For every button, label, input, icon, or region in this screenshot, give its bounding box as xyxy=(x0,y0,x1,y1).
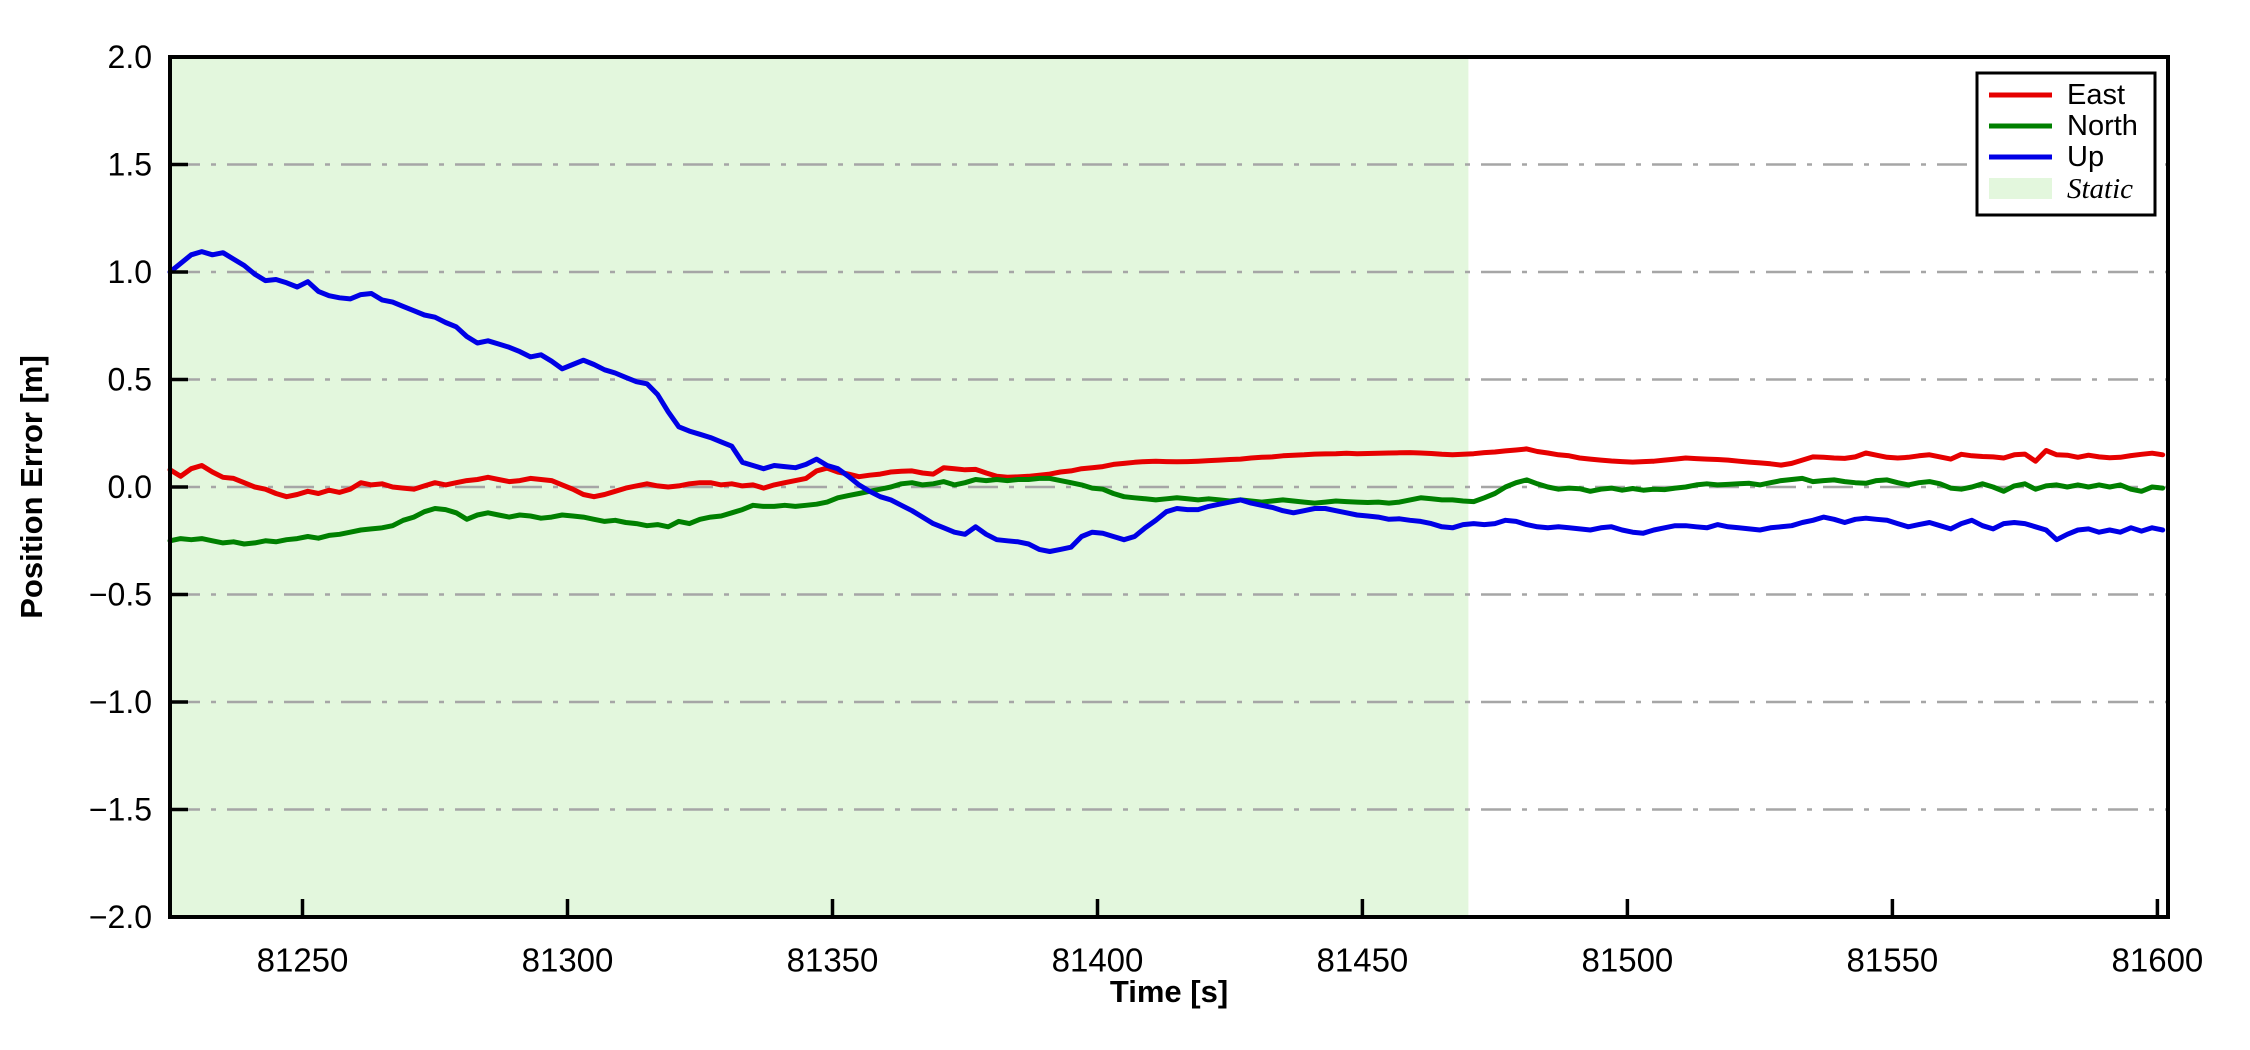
x-tick-label-3: 81400 xyxy=(1052,942,1144,979)
y-tick-label-1: 1.5 xyxy=(108,147,152,183)
y-tick-label-8: −2.0 xyxy=(89,899,152,935)
legend-label-up: Up xyxy=(2067,141,2104,173)
y-tick-label-5: −0.5 xyxy=(89,577,152,613)
legend-item-east: East xyxy=(1989,79,2125,111)
y-tick-label-6: −1.0 xyxy=(89,684,152,720)
y-axis-label: Position Error [m] xyxy=(14,355,49,619)
x-tick-label-4: 81450 xyxy=(1317,942,1409,979)
x-tick-label-0: 81250 xyxy=(257,942,349,979)
legend-item-north: North xyxy=(1989,110,2138,142)
legend-label-north: North xyxy=(2067,110,2138,142)
series-line-north xyxy=(167,475,2166,547)
y-tick-label-7: −1.5 xyxy=(89,792,152,828)
x-tick-label-1: 81300 xyxy=(522,942,614,979)
x-tick-label-6: 81550 xyxy=(1847,942,1939,979)
legend-swatch-static xyxy=(1989,178,2052,199)
legend-item-static: Static xyxy=(1989,173,2133,205)
x-tick-label-7: 81600 xyxy=(2112,942,2204,979)
series-line-east xyxy=(167,446,2166,500)
y-tick-label-2: 1.0 xyxy=(108,254,152,290)
y-tick-label-4: 0.0 xyxy=(108,469,152,505)
legend-label-static: Static xyxy=(2067,173,2133,205)
x-tick-label-5: 81500 xyxy=(1582,942,1674,979)
legend: East North Up Static xyxy=(1975,71,2157,217)
legend-item-up: Up xyxy=(1989,141,2104,173)
x-axis-label: Time [s] xyxy=(1110,974,1228,1009)
y-tick-label-3: 0.5 xyxy=(108,362,152,398)
legend-label-east: East xyxy=(2067,79,2125,111)
series-line-up xyxy=(167,249,2166,554)
x-tick-label-2: 81350 xyxy=(787,942,879,979)
y-tick-label-0: 2.0 xyxy=(108,39,152,75)
